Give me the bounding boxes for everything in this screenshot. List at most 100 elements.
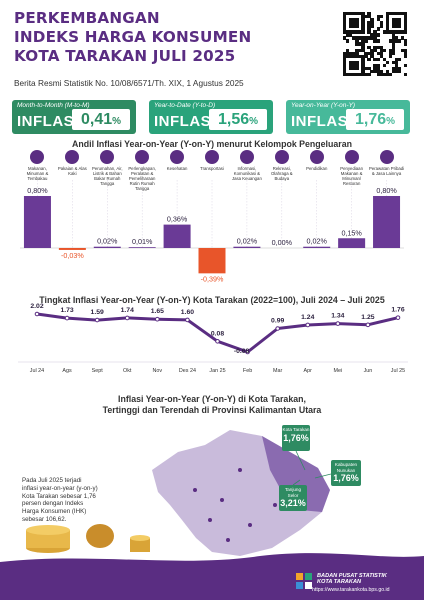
bar-chart-title: Andil Inflasi Year-on-Year (Y-on-Y) menu…: [72, 139, 352, 149]
line-point: [155, 316, 160, 322]
category-icon: [170, 150, 185, 164]
map-title-line-2: Tertinggi dan Terendah di Provinsi Kalim…: [102, 405, 322, 415]
line-point: [124, 315, 130, 321]
category-label: Makanan, Minuman & Tembakau: [26, 166, 49, 182]
line-tick-label: Des 24: [179, 368, 196, 374]
line-point: [305, 322, 311, 328]
line-value-label: 1.65: [151, 308, 164, 315]
category-item: Transportasi: [194, 150, 230, 171]
qr-code-icon[interactable]: [343, 12, 408, 77]
line-tick-label: Mar: [273, 368, 282, 374]
pin-connector: [295, 450, 306, 471]
map-note: Pada Juli 2025 terjadi inflasi year-on-y…: [22, 477, 98, 523]
category-icon: [30, 150, 45, 164]
bar: [93, 246, 121, 248]
line-tick-label: Sept: [92, 368, 104, 374]
bps-website-link[interactable]: https://www.tarakankota.bps.go.id: [312, 587, 390, 593]
category-icon: [100, 150, 115, 164]
category-label: Transportasi: [200, 166, 224, 171]
category-item: Pendidikan: [299, 150, 335, 171]
line-value-label: 1.76: [391, 307, 404, 314]
bar: [233, 246, 261, 248]
badge-yoy-kind: INFLASI: [291, 113, 353, 130]
bar-value-label: 0,00%: [272, 238, 293, 247]
badge-mtm-kind: INFLASI: [17, 113, 79, 130]
bar-value-label: -0,03%: [61, 251, 84, 260]
badge-yoy-value: 1,76%: [346, 109, 404, 130]
line-tick-label: Ags: [62, 368, 72, 374]
bar-value-label: 0,80%: [376, 186, 397, 195]
bar-value-label: 0,02%: [307, 237, 328, 246]
bar-value-label: 0,15%: [341, 228, 362, 237]
line-value-label: 1.60: [181, 309, 194, 316]
category-item: Kesehatan: [159, 150, 195, 171]
badge-mtm-label: Month-to-Month (M-to-M): [17, 102, 90, 109]
map-city-dot: [226, 538, 230, 542]
badge-ytd-kind: INFLASI: [154, 113, 216, 130]
line-tick-label: Mei: [333, 368, 342, 374]
pin-tanjung-selor: Tanjung Selor 3,21%: [279, 485, 307, 511]
title-line-3: KOTA TARAKAN JULI 2025: [14, 47, 236, 65]
category-label: Pakaian & Alas Kaki: [57, 166, 87, 177]
category-icon: [205, 150, 219, 164]
line-value-label: 1.24: [301, 314, 314, 321]
pin-name: Tanjung Selor: [284, 487, 302, 498]
line-value-label: -0.68: [234, 348, 250, 355]
title-line-1: PERKEMBANGAN: [14, 9, 160, 27]
line-value-label: 1.34: [331, 313, 344, 320]
map-city-dot: [208, 518, 212, 522]
map-kaltara-shape: [262, 436, 330, 512]
line-point: [365, 322, 371, 328]
line-value-label: 2.02: [30, 303, 43, 310]
category-icon: [239, 150, 254, 164]
pin-value: 1,76%: [283, 432, 309, 443]
line-point: [185, 317, 190, 323]
badge-mtm: Month-to-Month (M-to-M) INFLASI 0,41%: [12, 100, 136, 134]
map-city-dot: [248, 523, 252, 527]
title-line-2: INDEKS HARGA KONSUMEN: [14, 28, 252, 46]
coin-stack-icon: [26, 530, 70, 548]
map-city-dot: [273, 503, 277, 507]
line-tick-label: Jan 25: [209, 368, 225, 374]
badge-ytd: Year-to-Date (Y-to-D) INFLASI 1,56%: [149, 100, 273, 134]
pin-value: 1,76%: [333, 473, 359, 483]
line-tick-label: Jul 24: [30, 368, 44, 374]
line-point: [94, 317, 100, 323]
pin-kabupaten-nunukan: Kabupaten Nunukan 1,76%: [331, 460, 361, 486]
bar: [58, 248, 86, 250]
bar: [23, 196, 51, 248]
pin-value: 3,21%: [280, 498, 306, 508]
bar: [373, 196, 401, 248]
line-point: [34, 311, 40, 317]
bar-value-label: 0,01%: [132, 237, 153, 246]
line-tick-label: Feb: [243, 368, 252, 374]
bps-logo-icon: [296, 573, 312, 589]
line-point: [275, 326, 280, 331]
line-point: [395, 315, 401, 320]
line-tick-label: Jul 25: [391, 368, 405, 374]
bar-value-label: 0,02%: [97, 237, 118, 246]
bar: [198, 248, 226, 274]
line-point: [245, 349, 250, 355]
org-line-2: KOTA TARAKAN: [317, 579, 362, 586]
badge-mtm-value: 0,41%: [72, 109, 130, 130]
inflation-badges: Month-to-Month (M-to-M) INFLASI 0,41% Ye…: [12, 100, 412, 134]
category-icon: [274, 150, 289, 164]
line-tick-label: Okt: [123, 368, 132, 374]
category-icon: [135, 150, 150, 164]
category-label: Perawatan Pribadi & Jasa Lainnya: [368, 166, 405, 177]
line-point: [215, 339, 220, 344]
release-subtitle: Berita Resmi Statistik No. 10/08/6571/Th…: [14, 78, 244, 88]
category-icon: [379, 150, 394, 164]
category-item: Pakaian & Alas Kaki: [54, 150, 90, 176]
badge-ytd-label: Year-to-Date (Y-to-D): [154, 102, 216, 109]
pin-connector: [314, 473, 332, 479]
category-label: Kesehatan: [166, 166, 188, 171]
org-line-1: BADAN PUSAT STATISTIK: [317, 573, 387, 579]
line-tick-label: Nov: [153, 368, 163, 374]
line-value-label: 1.73: [60, 307, 73, 314]
line-tick-label: Jun: [364, 368, 373, 374]
bar: [338, 238, 366, 248]
line-chart-title: Tingkat Inflasi Year-on-Year (Y-on-Y) Ko…: [39, 295, 385, 305]
category-icon: [344, 150, 359, 164]
